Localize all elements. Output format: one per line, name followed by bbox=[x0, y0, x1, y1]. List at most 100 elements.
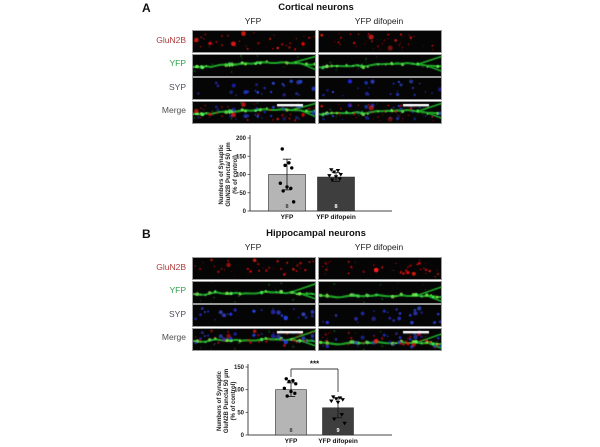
y-tick-label: 50 bbox=[239, 191, 246, 197]
y-axis-label-line: Numbers of Synaptic bbox=[219, 144, 225, 205]
data-point bbox=[335, 400, 341, 405]
data-point bbox=[333, 175, 339, 179]
micrograph-a-yfp-difopein bbox=[318, 53, 442, 77]
data-point bbox=[342, 421, 347, 426]
data-point bbox=[339, 413, 344, 417]
y-tick-label: 100 bbox=[234, 388, 245, 394]
panel-b-row-label-yfp: YFP bbox=[169, 285, 186, 295]
n-label: 8 bbox=[334, 204, 337, 210]
x-category-label: YFP difopein bbox=[318, 438, 358, 445]
panel-a-column-header-yfp-difopein: YFP difopein bbox=[354, 16, 404, 26]
data-point bbox=[337, 396, 343, 400]
y-axis-label-line: (% of control) bbox=[233, 155, 239, 194]
data-point bbox=[333, 397, 339, 401]
data-point bbox=[278, 181, 283, 185]
micrograph-a-merge-difopein bbox=[318, 100, 442, 124]
y-axis-label: Numbers of Synaptic GluN2B Puncta/ 50 μm(… bbox=[217, 369, 237, 433]
panel-b-column-header-yfp-difopein: YFP difopein bbox=[354, 242, 404, 252]
data-point bbox=[332, 417, 337, 422]
panel-a-row-label-merge: Merge bbox=[161, 105, 186, 115]
micrograph-a-yfp-yfp bbox=[192, 53, 316, 77]
panel-b-column-header-yfp: YFP bbox=[244, 242, 262, 252]
y-axis-label-line: GluN2B Puncta/ 50 μm bbox=[224, 369, 230, 433]
panel-b-label: B bbox=[142, 227, 151, 241]
data-point bbox=[293, 391, 297, 395]
panel-b-row-label-glun2b: GluN2B bbox=[156, 262, 186, 272]
micrograph-b-merge-difopein bbox=[318, 327, 442, 351]
y-axis-label-line: (% of control) bbox=[231, 382, 237, 421]
data-point bbox=[294, 382, 298, 386]
micrograph-b-merge-yfp bbox=[192, 327, 316, 351]
micrograph-a-glun2b-difopein bbox=[318, 30, 442, 53]
data-point bbox=[289, 186, 293, 191]
y-tick-label: 150 bbox=[234, 365, 245, 371]
data-point bbox=[329, 399, 334, 404]
data-point bbox=[280, 147, 284, 151]
micrograph-a-merge-yfp bbox=[192, 100, 316, 124]
y-tick-label: 200 bbox=[236, 136, 247, 142]
data-point bbox=[289, 389, 293, 394]
n-label: 8 bbox=[289, 428, 292, 434]
data-point bbox=[337, 177, 342, 181]
data-point bbox=[331, 395, 336, 400]
data-point bbox=[284, 377, 288, 381]
data-point bbox=[335, 168, 341, 173]
data-point bbox=[287, 161, 291, 165]
panel-b-title: Hippocampal neurons bbox=[266, 228, 366, 239]
data-point bbox=[283, 163, 287, 168]
data-point bbox=[290, 166, 294, 170]
y-tick-label: 0 bbox=[241, 433, 245, 439]
y-tick-label: 150 bbox=[236, 154, 247, 160]
bar bbox=[275, 389, 307, 436]
panel-a-title: Cortical neurons bbox=[278, 2, 354, 13]
data-point bbox=[327, 174, 332, 178]
micrograph-a-syp-difopein bbox=[318, 77, 442, 100]
micrograph-b-glun2b-yfp bbox=[192, 257, 316, 280]
micrograph-b-glun2b-difopein bbox=[318, 257, 442, 280]
panel-b-row-label-merge: Merge bbox=[161, 332, 186, 342]
data-point bbox=[291, 200, 296, 204]
data-point bbox=[282, 386, 287, 391]
data-point bbox=[285, 185, 289, 189]
significance-stars: *** bbox=[310, 360, 320, 369]
data-point bbox=[285, 394, 289, 398]
micrograph-b-yfp-yfp bbox=[192, 280, 316, 304]
panel-a-row-label-glun2b: GluN2B bbox=[156, 35, 186, 45]
micrograph-b-syp-difopein bbox=[318, 304, 442, 327]
micrograph-a-glun2b-yfp bbox=[192, 30, 316, 53]
y-tick-label: 50 bbox=[237, 410, 244, 416]
y-tick-label: 0 bbox=[243, 209, 247, 215]
panel-b-row-label-syp: SYP bbox=[168, 309, 186, 319]
data-point bbox=[330, 178, 335, 183]
data-point bbox=[291, 378, 295, 383]
n-label: 9 bbox=[336, 428, 339, 434]
panel-a-column-header-yfp: YFP bbox=[244, 16, 262, 26]
x-category-label: YFP bbox=[281, 214, 294, 221]
data-point bbox=[329, 168, 334, 172]
scatter-points bbox=[327, 168, 343, 183]
micrograph-b-yfp-difopein bbox=[318, 280, 442, 304]
data-point bbox=[281, 189, 285, 193]
panel-a-label: A bbox=[142, 1, 151, 15]
data-point bbox=[338, 173, 343, 177]
y-axis-label-line: GluN2B Puncta/ 50 μm bbox=[226, 142, 232, 206]
y-axis-label: Numbers of Synaptic GluN2B Puncta/ 50 μm(… bbox=[219, 142, 239, 206]
scatter-points bbox=[278, 147, 296, 204]
micrograph-b-syp-yfp bbox=[192, 304, 316, 327]
y-tick-label: 100 bbox=[236, 173, 247, 179]
bar bbox=[317, 176, 355, 212]
micrograph-a-syp-yfp bbox=[192, 77, 316, 100]
data-point bbox=[287, 379, 291, 384]
data-point bbox=[340, 398, 345, 402]
scatter-points bbox=[329, 395, 347, 426]
panel-a-row-label-syp: SYP bbox=[168, 82, 186, 92]
n-label: 8 bbox=[285, 204, 288, 210]
x-category-label: YFP bbox=[285, 438, 298, 445]
panel-a-row-label-yfp: YFP bbox=[169, 58, 186, 68]
data-point bbox=[331, 170, 337, 175]
scatter-points bbox=[282, 377, 298, 398]
figure: A Cortical neurons YFP YFP difopein GluN… bbox=[130, 0, 470, 447]
